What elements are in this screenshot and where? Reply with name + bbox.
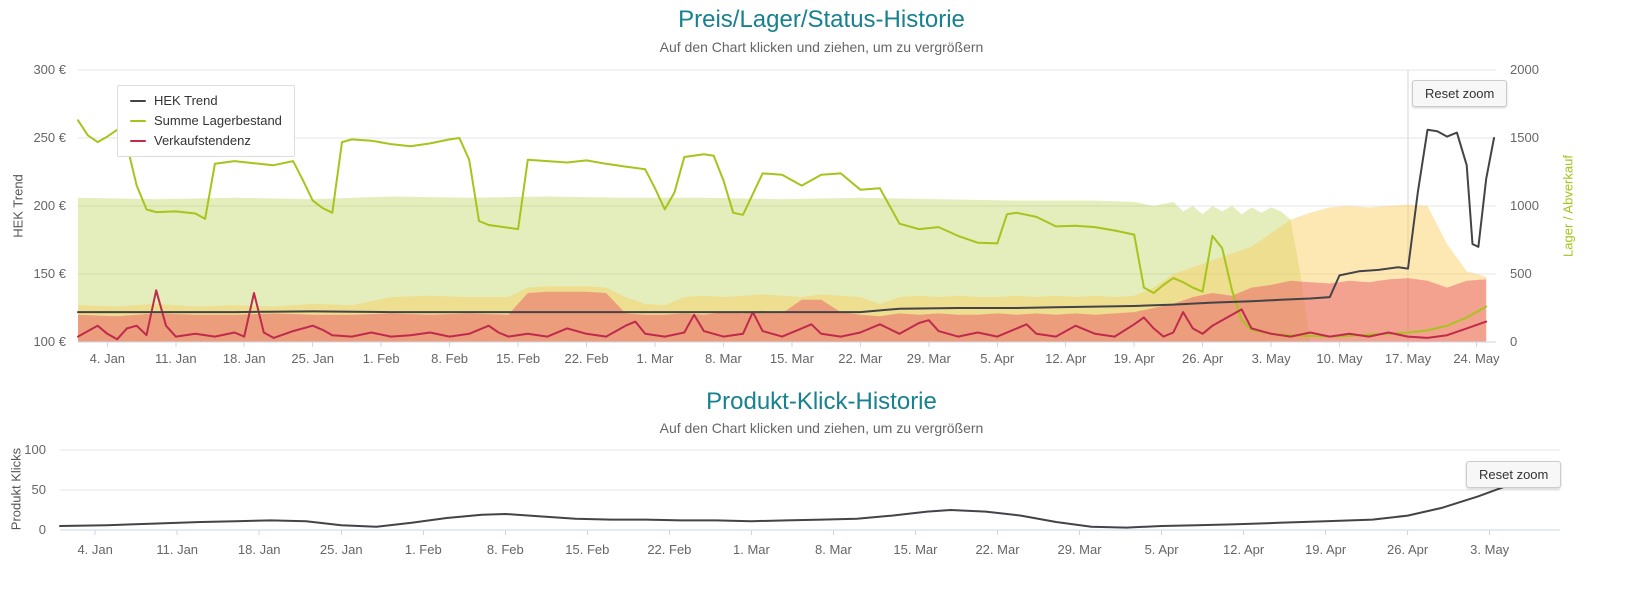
x-axis-label: 5. Apr bbox=[1145, 542, 1180, 557]
series-produkt-klicks bbox=[59, 469, 1561, 529]
y-axis-right-label: 1000 bbox=[1510, 198, 1539, 213]
legend-label: HEK Trend bbox=[154, 93, 218, 108]
legend-label: Verkaufstendenz bbox=[154, 133, 251, 148]
x-axis-label: 25. Jan bbox=[320, 542, 363, 557]
x-axis-label: 3. May bbox=[1470, 542, 1510, 557]
x-axis-label: 18. Jan bbox=[238, 542, 281, 557]
x-axis-label: 22. Feb bbox=[564, 351, 608, 366]
legend-label: Summe Lagerbestand bbox=[154, 113, 282, 128]
x-axis-label: 15. Feb bbox=[565, 542, 609, 557]
hek-trend-axis-title: HEK Trend bbox=[10, 174, 26, 238]
click-history-reset-zoom-button[interactable]: Reset zoom bbox=[1466, 461, 1562, 488]
legend-swatch-icon bbox=[130, 120, 146, 122]
produkt-klicks-axis-title: Produkt Klicks bbox=[8, 447, 24, 531]
x-axis-label: 8. Feb bbox=[431, 351, 468, 366]
x-axis-label: 11. Jan bbox=[156, 542, 198, 557]
y-axis-right-label: 500 bbox=[1510, 266, 1532, 281]
legend-item-hek-trend[interactable]: HEK Trend bbox=[130, 93, 282, 109]
x-axis-label: 1. Mar bbox=[733, 542, 771, 557]
y-axis-left-label: 200 € bbox=[33, 198, 66, 213]
legend-item-summe-lagerbestand[interactable]: Summe Lagerbestand bbox=[130, 113, 282, 129]
legend-item-verkaufstendenz[interactable]: Verkaufstendenz bbox=[130, 133, 282, 149]
x-axis-label: 1. Feb bbox=[405, 542, 442, 557]
x-axis-label: 26. Apr bbox=[1387, 542, 1429, 557]
x-axis-label: 12. Apr bbox=[1045, 351, 1087, 366]
series-status-area-red bbox=[78, 278, 1487, 342]
x-axis-label: 22. Mar bbox=[838, 351, 883, 366]
x-axis-label: 8. Mar bbox=[815, 542, 853, 557]
x-axis-label: 4. Jan bbox=[90, 351, 125, 366]
x-axis-label: 12. Apr bbox=[1223, 542, 1265, 557]
x-axis-label: 18. Jan bbox=[223, 351, 266, 366]
x-axis-label: 1. Feb bbox=[363, 351, 400, 366]
y-axis-right-label: 0 bbox=[1510, 334, 1517, 349]
x-axis-label: 17. May bbox=[1385, 351, 1432, 366]
series-status-area-green bbox=[78, 196, 1311, 342]
legend-swatch-icon bbox=[130, 100, 146, 102]
x-axis-label: 10. May bbox=[1316, 351, 1363, 366]
chart-1-graphics: 4. Jan 11. Jan 18. Jan 25. Jan 1. Feb 8. Feb 1… bbox=[33, 62, 1538, 366]
x-axis-label: 11. Jan bbox=[155, 351, 197, 366]
x-axis-label: 4. Jan bbox=[77, 542, 112, 557]
series-status-area-yellow bbox=[78, 204, 1487, 342]
x-axis-label: 29. Mar bbox=[907, 351, 952, 366]
x-axis-label: 25. Jan bbox=[291, 351, 334, 366]
x-axis-label: 29. Mar bbox=[1057, 542, 1102, 557]
y-axis-left-label: 0 bbox=[39, 522, 46, 537]
x-axis-label: 15. Mar bbox=[770, 351, 815, 366]
y-axis-right-label: 1500 bbox=[1510, 130, 1539, 145]
x-axis-label: 19. Apr bbox=[1114, 351, 1156, 366]
x-axis-label: 15. Feb bbox=[496, 351, 540, 366]
x-axis-label: 8. Mar bbox=[705, 351, 743, 366]
chart-2-graphics: 4. Jan 11. Jan 18. Jan 25. Jan 1. Feb 8. Feb 1… bbox=[24, 442, 1561, 557]
y-axis-left-label: 150 € bbox=[33, 266, 66, 281]
y-axis-left-label: 100 bbox=[24, 442, 46, 457]
x-axis-label: 22. Mar bbox=[975, 542, 1020, 557]
lager-abverkauf-axis-title: Lager / Abverkauf bbox=[1560, 155, 1576, 257]
price-history-title: Preis/Lager/Status-Historie bbox=[678, 6, 965, 33]
y-axis-right-label: 2000 bbox=[1510, 62, 1539, 77]
y-axis-left-label: 250 € bbox=[33, 130, 66, 145]
click-history-subtitle: Auf den Chart klicken und ziehen, um zu … bbox=[659, 420, 984, 436]
x-axis-label: 15. Mar bbox=[893, 542, 938, 557]
series-summe-lagerbestand bbox=[77, 119, 1488, 338]
x-axis-label: 8. Feb bbox=[487, 542, 524, 557]
series-hek-trend bbox=[77, 128, 1495, 314]
x-axis-label: 3. May bbox=[1252, 351, 1292, 366]
y-axis-left-label: 100 € bbox=[33, 334, 66, 349]
x-axis-label: 1. Mar bbox=[637, 351, 675, 366]
x-axis-label: 5. Apr bbox=[980, 351, 1015, 366]
price-history-legend: HEK Trend Summe Lagerbestand Verkaufstende… bbox=[117, 85, 295, 157]
legend-swatch-icon bbox=[130, 140, 146, 142]
price-history-subtitle: Auf den Chart klicken und ziehen, um zu … bbox=[659, 39, 984, 55]
y-axis-left-label: 50 bbox=[32, 482, 46, 497]
x-axis-label: 26. Apr bbox=[1182, 351, 1224, 366]
y-axis-left-label: 300 € bbox=[33, 62, 66, 77]
click-history-title: Produkt-Klick-Historie bbox=[706, 388, 937, 415]
price-history-reset-zoom-button[interactable]: Reset zoom bbox=[1412, 80, 1508, 107]
x-axis-label: 24. May bbox=[1453, 351, 1500, 366]
x-axis-label: 19. Apr bbox=[1305, 542, 1347, 557]
x-axis-label: 22. Feb bbox=[647, 542, 691, 557]
